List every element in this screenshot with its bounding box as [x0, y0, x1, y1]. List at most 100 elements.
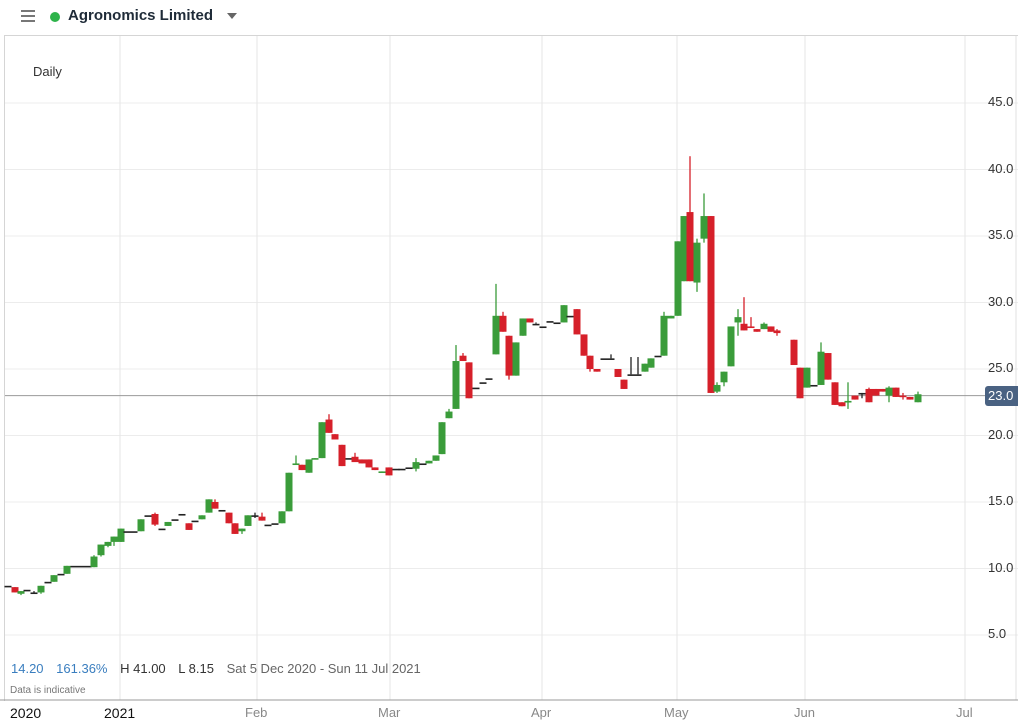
candle-body	[271, 523, 279, 525]
instrument-title[interactable]: Agronomics Limited	[68, 7, 214, 24]
candle-body	[693, 242, 701, 283]
candle-body	[553, 322, 561, 325]
candle-body	[351, 456, 359, 463]
instrument-dropdown-caret-icon[interactable]	[227, 13, 237, 19]
candle-body	[796, 367, 804, 399]
candle-body	[37, 585, 45, 593]
candle-body	[110, 536, 118, 542]
y-tick-label: 5.0	[988, 626, 1007, 641]
x-tick-label: Jul	[956, 705, 973, 720]
candle-body	[492, 315, 500, 355]
candle-body	[225, 512, 233, 524]
candle-body	[720, 371, 728, 383]
candle-body	[17, 591, 25, 594]
candle-body	[865, 388, 873, 403]
candle-body	[753, 329, 761, 332]
candle-body	[123, 531, 131, 533]
candle-body	[851, 395, 859, 400]
candle-body	[879, 388, 887, 392]
candle-body	[405, 467, 413, 470]
candle-body	[70, 565, 78, 568]
candle-body	[325, 419, 333, 433]
candle-body	[432, 455, 440, 461]
candle-body	[231, 523, 239, 534]
y-tick-label: 10.0	[988, 559, 1014, 575]
candle-body	[790, 339, 798, 366]
candle-body	[674, 241, 682, 316]
y-tick-label: 45.0	[988, 94, 1014, 109]
candle-body	[198, 515, 206, 520]
candle-body	[44, 581, 52, 584]
candle-body	[803, 367, 811, 388]
candle-body	[485, 378, 493, 380]
candle-body	[899, 395, 907, 398]
candle-body	[641, 363, 649, 372]
candle-body	[760, 323, 768, 330]
candle-body	[740, 323, 748, 331]
data-indicative-note: Data is indicative	[10, 685, 86, 696]
candle-body	[90, 556, 98, 568]
candle-body	[251, 515, 259, 517]
candle-body	[371, 467, 379, 471]
candle-body	[593, 369, 601, 372]
candle-body	[264, 524, 272, 527]
candle-body	[185, 523, 193, 530]
candle-body	[23, 589, 31, 592]
candle-body	[872, 388, 880, 396]
candle-body	[305, 459, 313, 473]
x-tick-label: 2021	[104, 705, 136, 721]
candle-body	[614, 369, 622, 377]
candle-body	[445, 411, 453, 419]
price-change: 14.20	[11, 661, 44, 676]
candle-body	[686, 212, 694, 282]
candle-body	[824, 353, 832, 380]
candle-body	[218, 509, 226, 512]
period-low: L 8.15	[178, 661, 214, 676]
candle-body	[914, 394, 922, 403]
candle-body	[57, 573, 65, 576]
chart-panel[interactable]	[4, 35, 1018, 701]
candle-body	[580, 334, 588, 356]
candle-body	[412, 462, 420, 469]
candle-body	[566, 315, 574, 318]
candle-body	[298, 464, 306, 471]
candle-body	[607, 358, 615, 360]
candle-body	[318, 422, 326, 459]
candle-body	[104, 541, 112, 546]
candle-body	[647, 358, 655, 368]
candle-body	[137, 519, 145, 532]
candle-body	[385, 467, 393, 476]
candle-body	[773, 330, 781, 334]
candle-body	[532, 323, 540, 326]
x-tick-label: Mar	[378, 705, 401, 720]
candle-body	[459, 355, 467, 362]
y-tick-label: 25.0	[988, 360, 1014, 375]
x-tick-label: Jun	[794, 705, 815, 720]
chart-header: Agronomics Limited	[0, 0, 1018, 34]
candle-body	[311, 458, 319, 460]
interval-label[interactable]: Daily	[33, 64, 62, 79]
candle-body	[817, 351, 825, 385]
x-tick-label: Apr	[531, 705, 552, 720]
candle-body	[358, 459, 366, 464]
x-tick-label: Feb	[245, 705, 268, 720]
period-high: H 41.00	[120, 661, 166, 676]
candle-body	[158, 528, 166, 531]
candle-body	[84, 565, 92, 568]
x-tick-label: May	[664, 705, 689, 720]
y-tick-label: 20.0	[988, 426, 1014, 442]
candle-body	[519, 318, 527, 336]
candle-body	[77, 565, 85, 568]
candle-body	[425, 460, 433, 464]
candle-body	[130, 531, 138, 533]
candle-body	[654, 355, 662, 358]
hamburger-menu-icon[interactable]	[21, 10, 35, 22]
candle-body	[258, 516, 266, 521]
candle-body	[831, 382, 839, 405]
candle-body	[205, 499, 213, 513]
candle-body	[560, 305, 568, 323]
candle-body	[365, 459, 373, 468]
candle-body	[620, 379, 628, 389]
candle-body	[858, 392, 866, 395]
